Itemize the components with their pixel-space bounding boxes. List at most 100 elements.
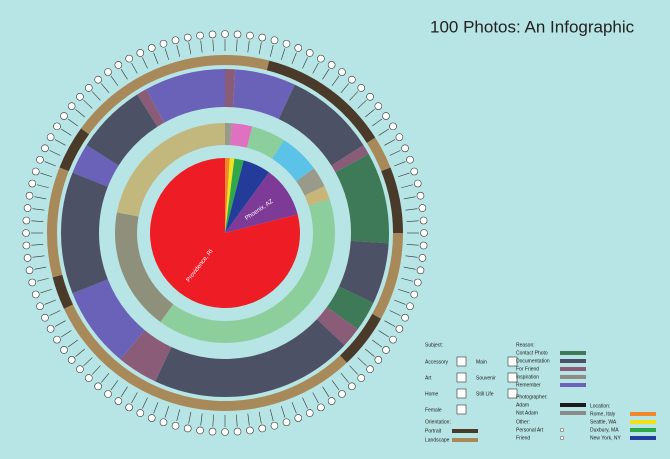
legend-heading: Photographer: <box>516 394 548 400</box>
icon-stem <box>153 402 159 414</box>
legend-swatch <box>630 420 656 424</box>
icon-stem <box>357 99 367 109</box>
icon-stem <box>331 380 340 391</box>
icon <box>46 133 55 141</box>
icon <box>31 290 40 299</box>
icon <box>406 302 414 311</box>
icon <box>183 424 192 433</box>
icon <box>53 335 61 344</box>
legend-label: Accessory <box>425 359 449 365</box>
icon-stem <box>397 288 410 294</box>
icon <box>31 167 40 176</box>
icon <box>338 390 346 398</box>
icon-stem <box>401 277 413 282</box>
icon <box>258 424 267 433</box>
legend-label: Female <box>425 407 442 413</box>
icon-stem <box>212 39 214 52</box>
icon-stem <box>236 39 238 52</box>
legend-swatch <box>560 375 586 379</box>
icon-stem <box>131 62 138 74</box>
icon-stem <box>40 288 53 294</box>
icon-stem <box>258 411 262 424</box>
legend-heading: Subject: <box>425 342 443 348</box>
icon <box>419 241 428 250</box>
icon <box>25 191 34 200</box>
icon-stem <box>67 118 78 127</box>
icon <box>36 302 44 311</box>
legend-heading: Location: <box>590 403 610 409</box>
reason-segment <box>72 145 119 187</box>
icon-stem <box>394 299 406 305</box>
legend-label: New York, NY <box>590 435 622 441</box>
icon <box>23 204 32 212</box>
icon <box>246 31 254 40</box>
icon-stem <box>403 266 416 270</box>
icon-stem <box>384 139 396 146</box>
orientation-segment <box>372 233 403 319</box>
icon <box>294 44 303 52</box>
legend-label: For Friend <box>516 366 539 372</box>
icon-stem <box>384 320 396 327</box>
icon <box>374 102 383 110</box>
icon-stem <box>405 208 418 211</box>
icon-stem <box>349 91 359 101</box>
icon <box>401 313 409 322</box>
icon <box>221 30 229 38</box>
icon <box>366 365 374 374</box>
icon-stem <box>83 99 93 109</box>
legend-label: Adam <box>516 402 529 408</box>
reason-segment <box>225 69 236 108</box>
subject-segment <box>160 199 335 344</box>
icon-stem <box>61 330 72 338</box>
icon <box>420 229 428 237</box>
icon <box>233 427 242 436</box>
legend-icon <box>507 372 518 383</box>
icon <box>22 229 30 237</box>
icon <box>305 49 314 57</box>
icon-stem <box>258 42 262 55</box>
icon-stem <box>61 128 72 136</box>
icon-stem <box>401 184 413 189</box>
icon-stem <box>164 405 170 418</box>
icon <box>413 278 422 287</box>
legend-swatch <box>630 436 656 440</box>
icon-stem <box>405 255 418 258</box>
legend-label: Art <box>425 375 432 381</box>
icon <box>208 30 217 39</box>
location-slice <box>225 158 230 233</box>
icon <box>36 155 44 164</box>
subject-segment <box>246 126 284 159</box>
icon <box>114 397 123 405</box>
legend-label: Contact Photo <box>516 350 548 356</box>
icon <box>246 426 254 435</box>
legend-label: Friend <box>516 435 530 441</box>
orientation-segment <box>59 128 90 172</box>
orientation-segment <box>80 55 226 135</box>
icon <box>41 313 49 322</box>
icon-stem <box>291 52 297 64</box>
icon <box>114 61 123 69</box>
icon <box>348 75 356 84</box>
icon-stem <box>269 45 274 57</box>
icon <box>382 112 390 120</box>
icon-stem <box>322 386 330 397</box>
icon-stem <box>312 62 319 74</box>
icon <box>84 84 93 92</box>
legend-label: Landscape <box>425 437 450 443</box>
icon-stem <box>83 357 93 367</box>
icon <box>159 418 168 427</box>
icon <box>23 254 32 262</box>
icon-stem <box>357 357 367 367</box>
icon <box>418 204 427 212</box>
legend-heading: Other: <box>516 419 530 425</box>
icon-stem <box>349 365 359 375</box>
icon-stem <box>40 172 53 178</box>
legend-icon <box>456 404 467 415</box>
legend-label: Personal Art <box>516 427 544 433</box>
icon-stem <box>403 196 416 200</box>
icon-stem <box>236 414 238 427</box>
icon <box>196 426 204 435</box>
icon <box>317 54 325 63</box>
icon <box>136 49 145 57</box>
icon <box>28 179 37 188</box>
